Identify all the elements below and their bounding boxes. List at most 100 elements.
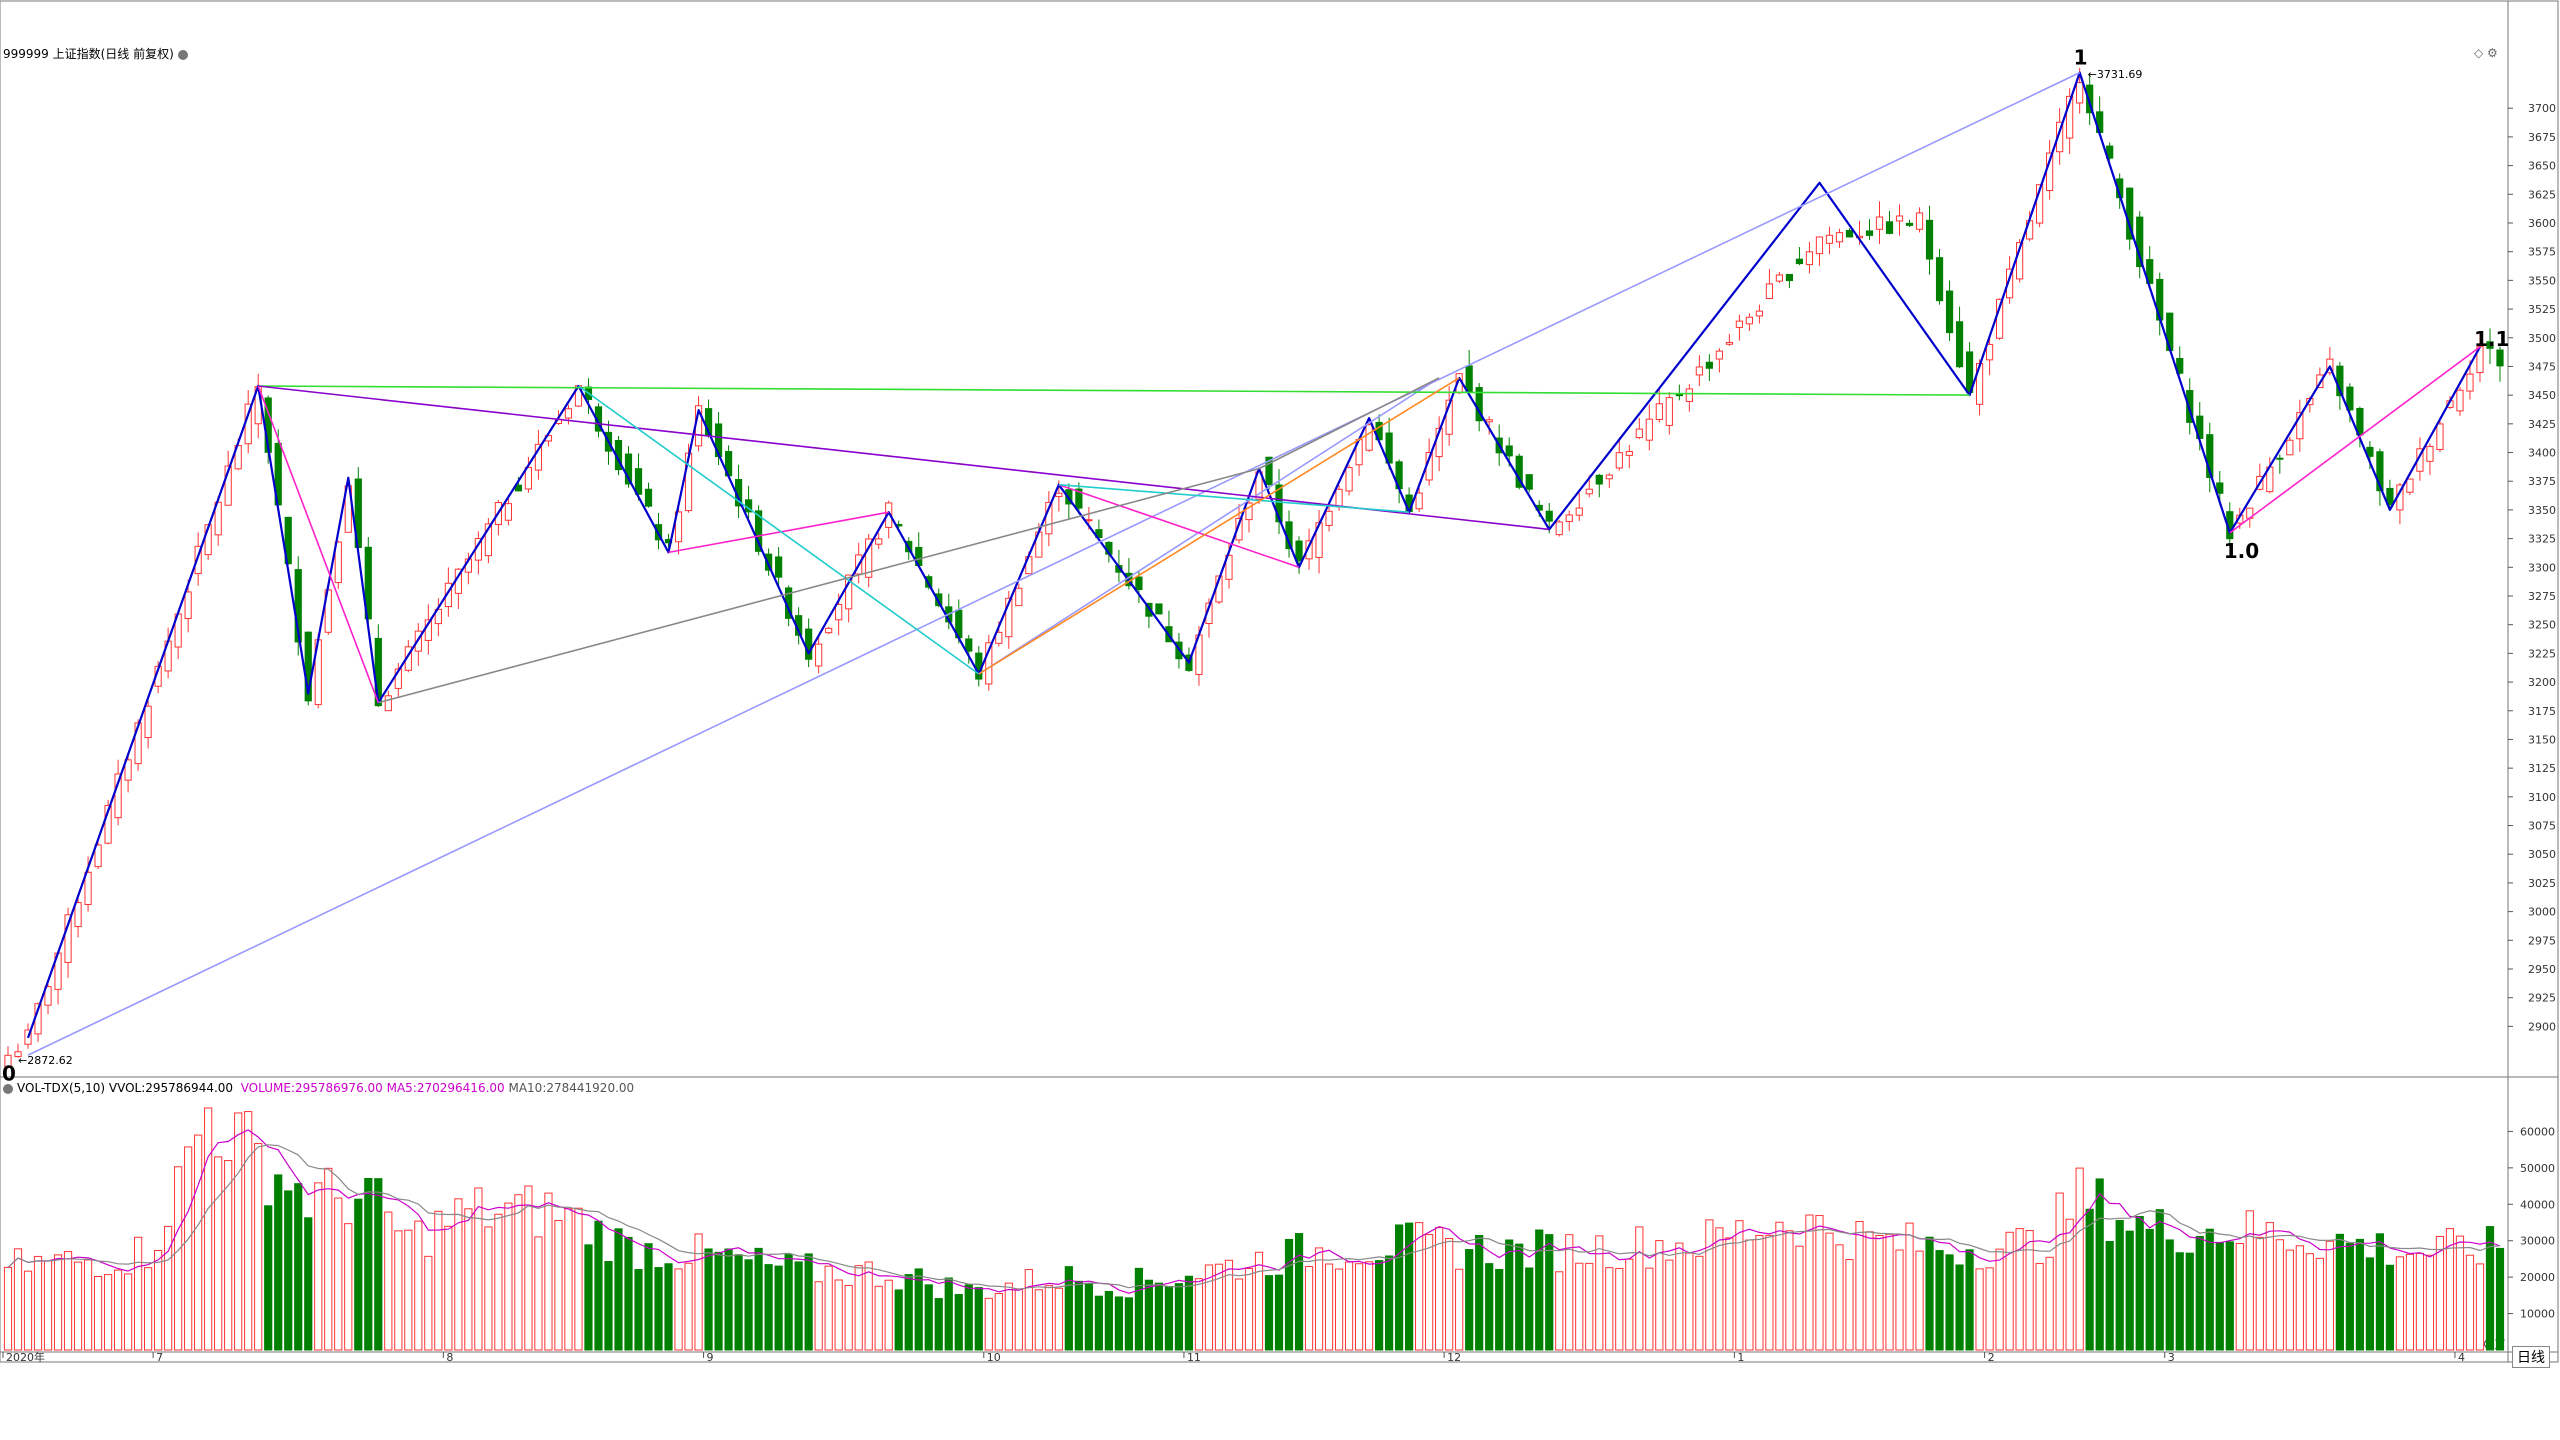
price-tick-label: 3300: [2528, 561, 2556, 574]
chart-annotations: 0 1 1.0 1.1 ←2872.62 ←3731.69: [2, 46, 2509, 1086]
volume-bar: [504, 1202, 513, 1351]
volume-bar: [1395, 1224, 1404, 1351]
trend-line: [258, 385, 1970, 396]
candle-body: [1635, 428, 1643, 439]
volume-bar: [2255, 1236, 2264, 1351]
volume-bar: [2485, 1226, 2495, 1351]
price-tick-label: 3375: [2528, 475, 2556, 488]
candle-body: [1935, 257, 1944, 302]
volume-bar: [1274, 1274, 1284, 1351]
volume-bar: [1415, 1222, 1424, 1351]
price-tick-label: 3400: [2528, 447, 2556, 460]
candle-body: [1885, 221, 1894, 234]
candle-body: [865, 538, 873, 578]
candle-body: [1775, 274, 1784, 282]
ma5-value: 270296416.00: [416, 1081, 505, 1095]
volume-bar: [2145, 1228, 2154, 1351]
volume-bar: [1925, 1236, 1934, 1351]
volume-bar: [1685, 1252, 1694, 1351]
volume-ma-lines: [7, 1129, 2501, 1294]
candle-body: [1825, 234, 1834, 244]
candle-body: [1555, 521, 1563, 536]
volume-bar: [1184, 1275, 1194, 1351]
volume-bar: [1765, 1234, 1774, 1351]
candle-body: [935, 593, 943, 607]
volume-bar: [534, 1236, 543, 1351]
volume-bar: [93, 1276, 103, 1351]
volume-bar: [1755, 1234, 1764, 1351]
corner-icons[interactable]: ◇ ⚙: [2474, 46, 2498, 60]
volume-bar: [1425, 1234, 1434, 1351]
candle-body: [1665, 397, 1673, 426]
price-tick-label: 3650: [2528, 160, 2556, 173]
volume-bar: [2465, 1254, 2475, 1351]
period-label[interactable]: 日线: [2512, 1346, 2550, 1368]
volume-bar: [1525, 1267, 1534, 1351]
candle-body: [1245, 502, 1253, 521]
volume-bar: [1885, 1233, 1894, 1351]
volume-bar: [1965, 1249, 1974, 1351]
volume-bar: [614, 1228, 623, 1351]
wave-label: 0: [2, 1061, 16, 1085]
volume-bar: [1374, 1260, 1384, 1351]
trend-line: [978, 377, 1440, 675]
ma10-value: 278441920.00: [546, 1081, 635, 1095]
candle-body: [1865, 230, 1874, 236]
volume-bar: [2065, 1218, 2074, 1351]
candle-body: [2486, 341, 2494, 349]
volume-bar: [1615, 1267, 1624, 1351]
volume-bar: [524, 1185, 533, 1351]
volume-bar: [1865, 1231, 1874, 1351]
volume-bar: [604, 1261, 613, 1351]
candle-body: [184, 591, 192, 620]
volume-bar: [724, 1248, 733, 1351]
volume-bar: [2055, 1192, 2064, 1351]
volume-bar: [2405, 1253, 2415, 1351]
candle-body: [674, 511, 683, 543]
candle-body: [2056, 121, 2064, 153]
candle-body: [114, 773, 122, 819]
candle-body: [1005, 597, 1013, 638]
volume-bar: [2045, 1256, 2054, 1351]
volume-bar: [1344, 1261, 1354, 1351]
volume-bar: [2105, 1240, 2114, 1351]
candle-body: [1545, 510, 1553, 522]
candle-body: [634, 468, 643, 495]
trend-line: [2229, 346, 2481, 534]
volume-bar: [1004, 1282, 1013, 1351]
volume-bar: [1254, 1251, 1264, 1351]
trend-line: [1058, 483, 1410, 513]
volume-bar: [134, 1236, 143, 1351]
settings-dot-icon[interactable]: [177, 49, 188, 60]
candle-body: [1145, 602, 1153, 617]
volume-bar: [484, 1226, 493, 1351]
volume-bar: [374, 1178, 383, 1351]
candle-body: [2496, 349, 2504, 367]
volume-bar: [1264, 1275, 1274, 1351]
candle-body: [2346, 386, 2354, 411]
candle-body: [1735, 320, 1743, 328]
candle-body: [2036, 184, 2044, 224]
volume-bar: [734, 1254, 743, 1351]
trend-line: [1058, 483, 1300, 569]
volume-bar: [1054, 1287, 1063, 1351]
candle-body: [394, 668, 402, 689]
volume-bar: [1405, 1222, 1414, 1351]
volume-bar: [254, 1143, 263, 1351]
volume-bar: [123, 1273, 133, 1351]
candle-body: [1415, 492, 1423, 510]
volume-bar: [53, 1254, 63, 1351]
high-price-label: ←3731.69: [2088, 68, 2143, 81]
volume-bar: [584, 1244, 593, 1351]
volume-bar: [814, 1281, 823, 1351]
price-tick-label: 3700: [2528, 102, 2556, 115]
volume-bar: [2175, 1252, 2184, 1351]
volume-bar: [694, 1233, 703, 1351]
candle-body: [74, 902, 82, 928]
volume-bar: [2115, 1220, 2124, 1351]
candle-body: [1225, 554, 1233, 580]
volume-settings-dot-icon[interactable]: [3, 1083, 13, 1094]
candle-body: [124, 759, 132, 781]
price-tick-label: 3150: [2528, 733, 2556, 746]
